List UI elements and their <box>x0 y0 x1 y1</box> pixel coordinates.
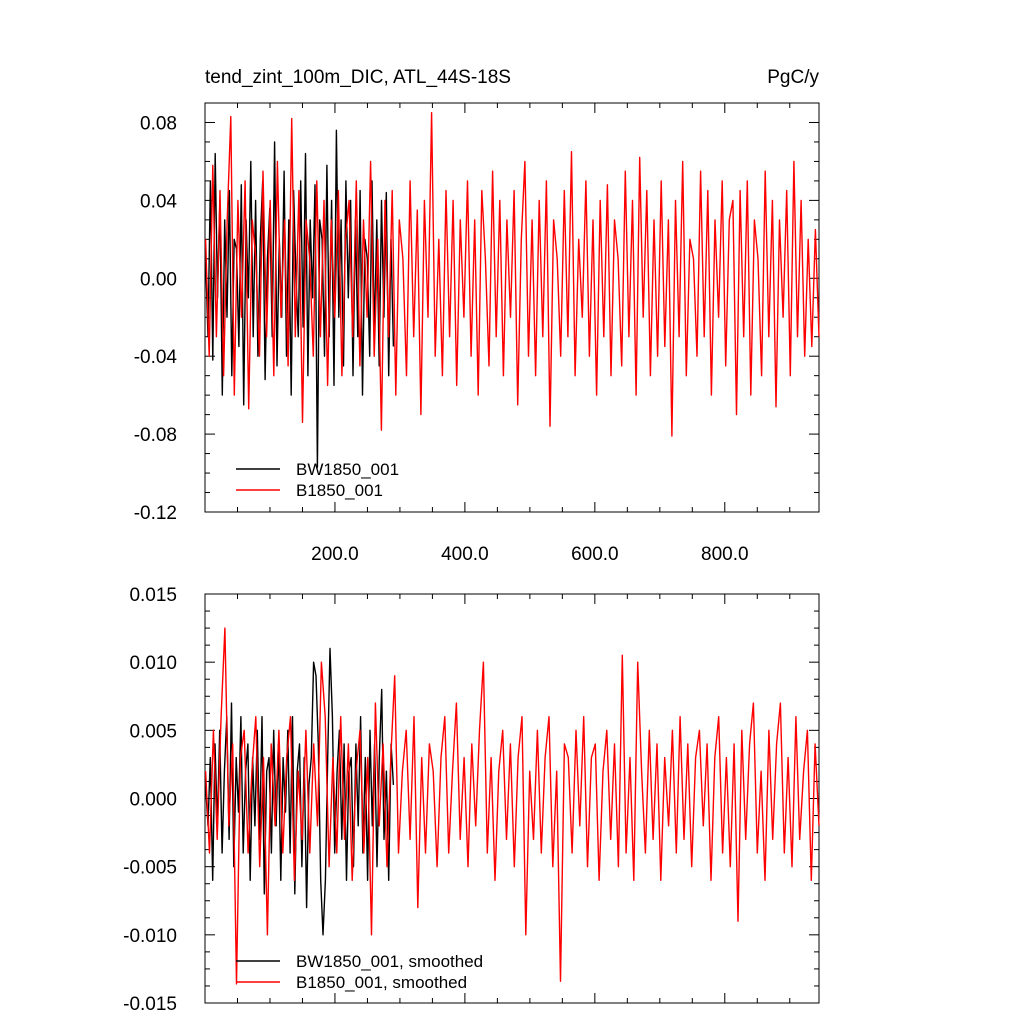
y-tick-label: 0.015 <box>129 585 177 606</box>
y-tick-label: 0.04 <box>140 191 177 212</box>
x-tick-label: 800.0 <box>701 544 749 565</box>
x-tick-label: 200.0 <box>311 544 359 565</box>
bottom-series-group <box>204 627 820 985</box>
legend-label-bw1850: BW1850_001 <box>296 460 399 479</box>
y-tick-label: 0.010 <box>129 653 177 674</box>
y-tick-label: 0.00 <box>140 269 177 290</box>
bottom-legend: BW1850_001, smoothed B1850_001, smoothed <box>236 952 483 992</box>
y-tick-label: -0.010 <box>123 926 177 947</box>
y-tick-label: -0.04 <box>134 347 178 368</box>
series-line-b1850-001 <box>204 111 820 437</box>
series-line-b1850-001-smoothed <box>204 627 820 985</box>
top-legend: BW1850_001 B1850_001 <box>236 460 399 500</box>
bottom-panel: -0.015 -0.010 -0.005 0.000 0.005 0.010 0.015 B… <box>123 585 820 1015</box>
y-tick-label: 0.000 <box>129 790 177 811</box>
top-series-group <box>204 111 820 468</box>
y-tick-label: -0.12 <box>134 503 177 524</box>
y-tick-label: 0.005 <box>129 721 177 742</box>
bottom-axes: -0.015 -0.010 -0.005 0.000 0.005 0.010 0.015 <box>123 585 820 1015</box>
top-panel-units: PgC/y <box>767 67 819 88</box>
top-panel-title: tend_zint_100m_DIC, ATL_44S-18S <box>205 67 511 88</box>
y-tick-label: -0.08 <box>134 425 177 446</box>
y-tick-label: -0.015 <box>123 994 177 1015</box>
legend-label-bw1850-smoothed: BW1850_001, smoothed <box>296 952 483 971</box>
y-tick-label: -0.005 <box>123 858 177 879</box>
x-tick-label: 600.0 <box>571 544 619 565</box>
plot-frame <box>204 102 820 513</box>
top-axes: -0.12 -0.08 -0.04 0.00 0.04 0.08 200.0 400.0 600… <box>134 102 820 565</box>
top-panel: tend_zint_100m_DIC, ATL_44S-18S PgC/y -0… <box>134 67 820 565</box>
legend-label-b1850: B1850_001 <box>296 481 383 500</box>
x-tick-label: 400.0 <box>441 544 489 565</box>
y-tick-label: 0.08 <box>140 113 177 134</box>
legend-label-b1850-smoothed: B1850_001, smoothed <box>296 973 467 992</box>
